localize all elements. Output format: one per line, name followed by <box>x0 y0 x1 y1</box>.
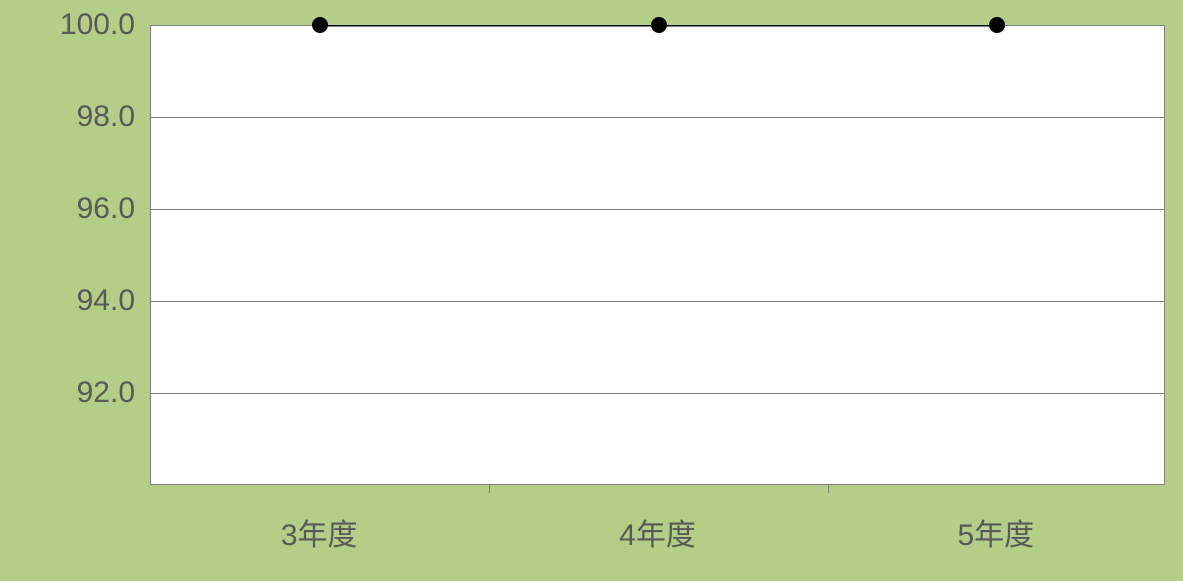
plot-area <box>150 25 1165 485</box>
x-axis-label: 5年度 <box>957 510 1034 554</box>
y-axis-label: 98.0 <box>15 100 135 134</box>
x-tick-mark <box>489 485 490 493</box>
gridline <box>151 117 1164 118</box>
data-point-marker <box>312 17 328 33</box>
y-axis-label: 94.0 <box>15 284 135 318</box>
data-point-marker <box>651 17 667 33</box>
data-point-marker <box>989 17 1005 33</box>
x-tick-mark <box>828 485 829 493</box>
y-axis-label: 96.0 <box>15 192 135 226</box>
gridline <box>151 301 1164 302</box>
gridline <box>151 393 1164 394</box>
x-axis-label: 4年度 <box>619 510 696 554</box>
y-axis-label: 92.0 <box>15 376 135 410</box>
gridline <box>151 209 1164 210</box>
series-line <box>151 25 1166 485</box>
y-axis-label: 100.0 <box>15 8 135 42</box>
x-axis-label: 3年度 <box>281 510 358 554</box>
chart-container: 92.0 94.0 96.0 98.0 100.0 3年度 4年度 5年度 <box>0 0 1183 581</box>
